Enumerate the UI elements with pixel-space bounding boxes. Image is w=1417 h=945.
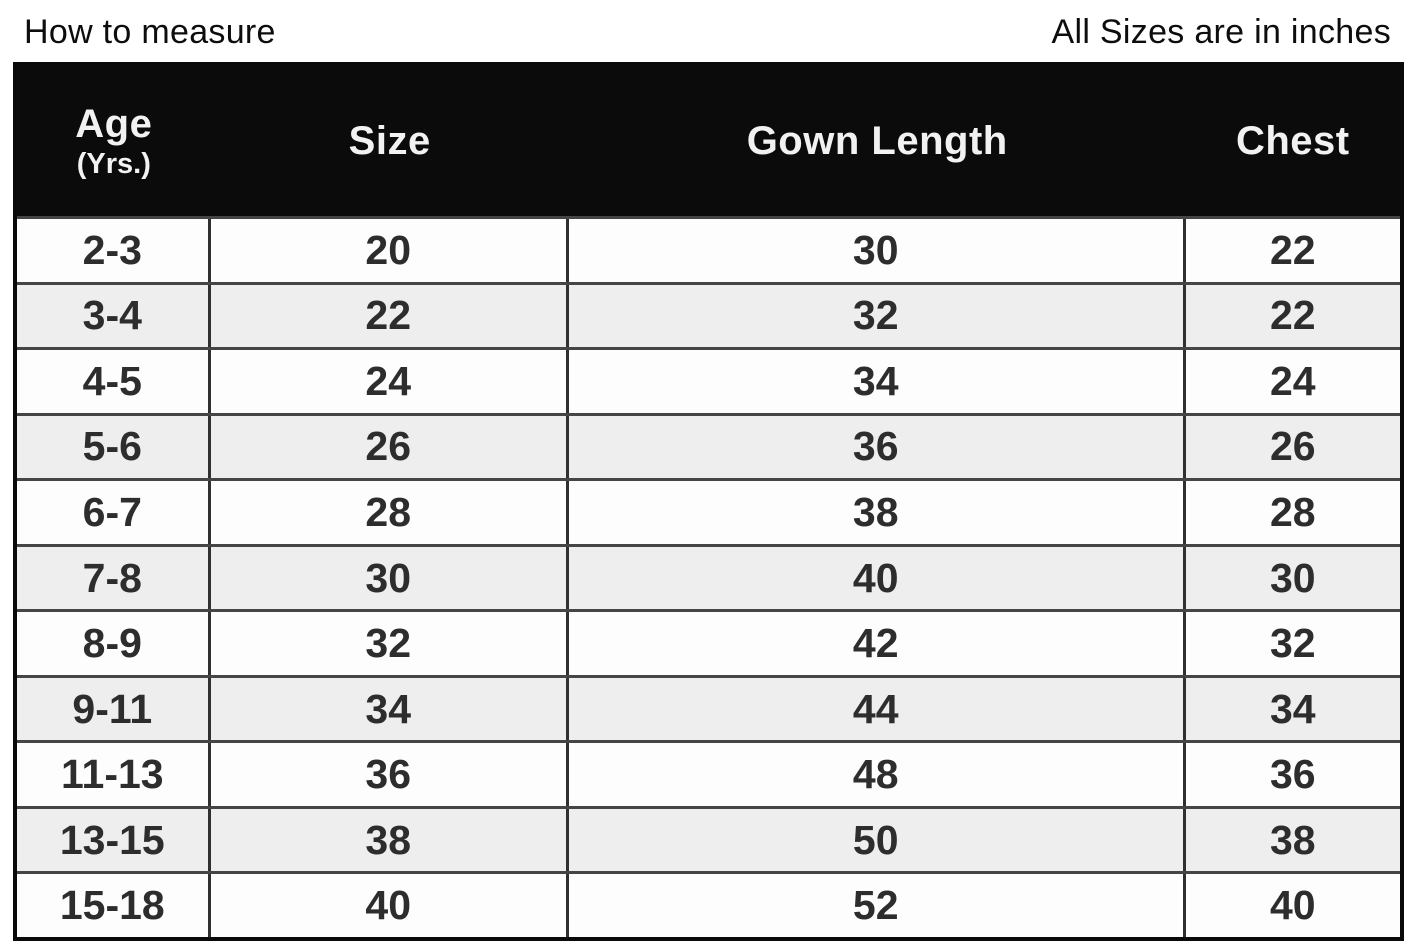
cell-chest: 40	[1269, 882, 1316, 929]
cell-age: 2-3	[17, 219, 211, 282]
header-size-label: Size	[348, 118, 431, 163]
table-header-row: Age (Yrs.) Size Gown Length Chest	[17, 66, 1400, 216]
cell-size: 28	[211, 481, 569, 544]
cell-size: 38	[211, 808, 569, 872]
cell-chest: 26	[1269, 423, 1316, 470]
caption-bar: How to measure All Sizes are in inches	[0, 0, 1417, 51]
header-size: Size	[211, 66, 569, 216]
table-row: 6-7 28 38 28	[17, 478, 1400, 544]
cell-chest: 36	[1269, 751, 1316, 798]
cell-chest: 22	[1269, 226, 1316, 273]
table-row: 8-9 32 42 32	[17, 609, 1400, 675]
cell-age: 7-8	[17, 546, 211, 610]
cell-gown-length: 52	[569, 874, 1186, 938]
cell-size: 34	[211, 677, 569, 741]
header-gown-length-label: Gown Length	[746, 118, 1008, 163]
cell-age: 9-11	[17, 677, 211, 741]
cell-age: 6-7	[17, 481, 211, 544]
table-body: 2-3 20 30 22 3-4 22 32 22 4-5 24 34 24 5…	[17, 216, 1400, 938]
cell-gown-length: 32	[569, 284, 1186, 348]
cell-gown-length: 34	[569, 350, 1186, 413]
size-chart-table: Age (Yrs.) Size Gown Length Chest 2-3 20…	[13, 62, 1404, 941]
cell-age: 4-5	[17, 350, 211, 413]
cell-size: 22	[211, 284, 569, 348]
cell-age: 11-13	[17, 743, 211, 806]
cell-size: 24	[211, 350, 569, 413]
cell-gown-length: 42	[569, 612, 1186, 675]
cell-gown-length: 40	[569, 546, 1186, 610]
table-row: 7-8 30 40 30	[17, 543, 1400, 610]
cell-chest: 22	[1269, 292, 1316, 339]
header-chest: Chest	[1186, 66, 1400, 216]
cell-age: 15-18	[17, 874, 211, 938]
table-row: 2-3 20 30 22	[17, 216, 1400, 282]
cell-size: 30	[211, 546, 569, 610]
cell-size: 32	[211, 612, 569, 675]
cell-chest: 24	[1269, 357, 1316, 404]
how-to-measure-label: How to measure	[24, 13, 276, 51]
cell-gown-length: 38	[569, 481, 1186, 544]
cell-age: 5-6	[17, 415, 211, 479]
units-note-label: All Sizes are in inches	[1051, 13, 1391, 51]
cell-chest: 38	[1269, 816, 1316, 863]
cell-gown-length: 50	[569, 808, 1186, 872]
header-age-label: Age	[75, 101, 153, 146]
table-row: 5-6 26 36 26	[17, 412, 1400, 479]
cell-gown-length: 36	[569, 415, 1186, 479]
cell-gown-length: 44	[569, 677, 1186, 741]
cell-size: 36	[211, 743, 569, 806]
cell-gown-length: 48	[569, 743, 1186, 806]
cell-chest: 28	[1269, 488, 1316, 535]
cell-chest: 32	[1269, 620, 1316, 667]
cell-age: 13-15	[17, 808, 211, 872]
header-chest-label: Chest	[1235, 118, 1350, 163]
cell-size: 26	[211, 415, 569, 479]
header-age: Age (Yrs.)	[17, 66, 211, 216]
cell-gown-length: 30	[569, 219, 1186, 282]
cell-chest: 34	[1269, 685, 1316, 732]
table-row: 15-18 40 52 40	[17, 871, 1400, 938]
cell-size: 20	[211, 219, 569, 282]
cell-chest: 30	[1269, 554, 1316, 601]
cell-size: 40	[211, 874, 569, 938]
table-row: 11-13 36 48 36	[17, 740, 1400, 806]
cell-age: 8-9	[17, 612, 211, 675]
table-row: 13-15 38 50 38	[17, 805, 1400, 872]
cell-age: 3-4	[17, 284, 211, 348]
table-row: 9-11 34 44 34	[17, 674, 1400, 741]
header-age-sublabel: (Yrs.)	[76, 147, 151, 180]
header-gown-length: Gown Length	[569, 66, 1186, 216]
table-row: 4-5 24 34 24	[17, 347, 1400, 413]
table-row: 3-4 22 32 22	[17, 281, 1400, 348]
